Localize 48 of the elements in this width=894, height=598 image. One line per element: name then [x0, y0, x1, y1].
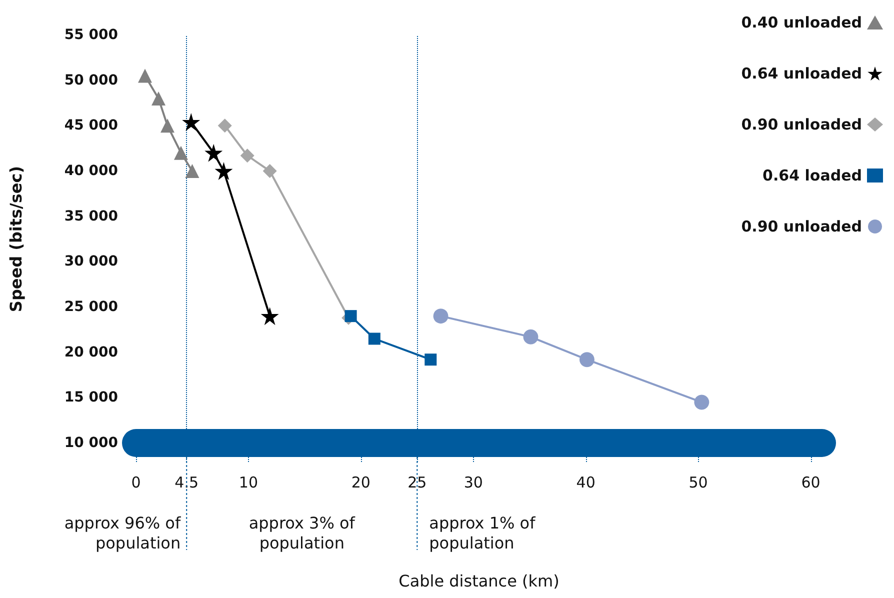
point: [218, 118, 232, 133]
y-tick-label: 50 000: [64, 72, 118, 88]
y-tick-label: 20 000: [64, 344, 118, 360]
x-tick-label: 40: [576, 474, 596, 492]
x-tick-label: 25: [408, 474, 427, 492]
x-tick-label: 20: [351, 474, 370, 492]
point: [151, 91, 166, 106]
point: [214, 162, 233, 180]
point: [260, 307, 279, 326]
point: [424, 354, 437, 366]
x-tick-label: 10: [238, 474, 258, 492]
x-tick-label: 4.5: [174, 474, 199, 492]
point: [174, 146, 188, 160]
text: approx 3% of population: [248, 514, 356, 552]
x-tick-label: 30: [464, 474, 483, 492]
point: [433, 308, 448, 324]
x-axis-title: Cable distance (km): [398, 572, 560, 590]
point: [694, 394, 710, 410]
point: [182, 113, 200, 132]
point: [240, 148, 254, 163]
legend-label: 0.40 unloaded: [741, 14, 862, 32]
point: [185, 164, 200, 178]
legend-label: 0.90 unloaded: [741, 116, 862, 134]
y-tick-label: 45 000: [64, 118, 118, 134]
y-tick-label: 40 000: [64, 163, 118, 179]
text: approx 1% of population: [429, 514, 536, 552]
y-tick-label: 15 000: [64, 390, 118, 406]
x-tick-label: 0: [131, 474, 141, 492]
point: [262, 164, 277, 178]
y-tick-label: 10 000: [64, 435, 118, 451]
legend-label: 0.64 unloaded: [741, 64, 862, 82]
legend-label: 0.64 loaded: [762, 166, 862, 184]
point: [204, 144, 223, 162]
point: [344, 310, 357, 322]
point: [138, 68, 152, 83]
point: [368, 332, 380, 345]
y-tick-label: 30 000: [64, 254, 118, 270]
point: [579, 352, 594, 368]
legend-label: 0.90 unloaded: [741, 218, 862, 236]
point: [160, 118, 174, 133]
point: [523, 329, 538, 344]
y-tick-label: 35 000: [64, 208, 118, 224]
y-tick-label: 55 000: [64, 27, 118, 43]
x-tick-label: 50: [688, 474, 708, 492]
y-axis-title: Speed (bits/sec): [6, 166, 26, 312]
text: approx 96% of population: [64, 514, 181, 552]
x-tick-label: 60: [801, 474, 820, 492]
y-tick-label: 25 000: [64, 299, 118, 315]
